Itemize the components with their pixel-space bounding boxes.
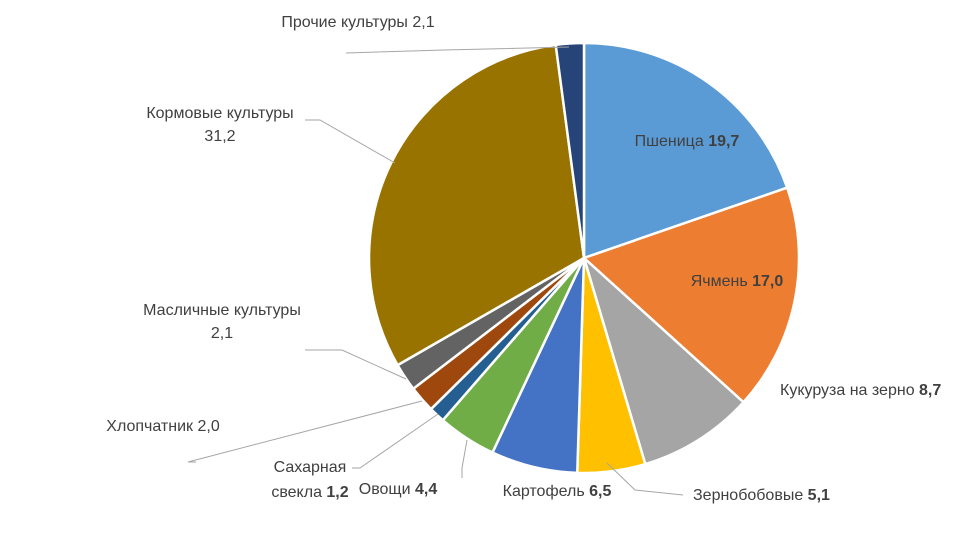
pie-slice-10	[554, 41, 586, 260]
pie-slice-1	[582, 186, 801, 404]
data-labels: Пшеница 19,7 Ячмень 17,0 Кукуруза на зерно…	[106, 14, 941, 504]
leader-line-3	[606, 462, 684, 496]
leader-line-6	[352, 413, 439, 469]
data-label-9-name: Кормовые культуры	[146, 105, 293, 122]
data-label-6-name: Сахарная	[274, 459, 347, 476]
data-label-6-value: свекла 1,2	[271, 484, 348, 501]
pie-slice-9	[367, 43, 586, 367]
data-label-10: Прочие культуры 2,1	[281, 14, 434, 31]
data-label-2: Кукуруза на зерно 8,7	[780, 382, 941, 399]
data-label-9-value: 31,2	[204, 128, 235, 145]
data-label-8-name: Масличные культуры	[143, 302, 301, 319]
data-label-3: Зернобобовые 5,1	[693, 487, 830, 504]
pie-slice-2	[582, 256, 745, 466]
leader-line-7	[187, 400, 423, 463]
data-label-0: Пшеница 19,7	[635, 133, 740, 150]
leader-line-8	[305, 349, 407, 380]
data-label-7: Хлопчатник 2,0	[106, 418, 220, 435]
leader-line-10	[345, 46, 570, 54]
leader-lines	[187, 46, 684, 496]
leader-line-9	[305, 119, 396, 164]
pie-slices	[367, 41, 801, 475]
data-label-8-value: 2,1	[211, 325, 233, 342]
data-label-4: Картофель 6,5	[503, 483, 612, 500]
leader-line-5	[461, 439, 468, 478]
data-label-1: Ячмень 17,0	[691, 273, 784, 290]
data-label-5: Овощи 4,4	[359, 481, 438, 498]
